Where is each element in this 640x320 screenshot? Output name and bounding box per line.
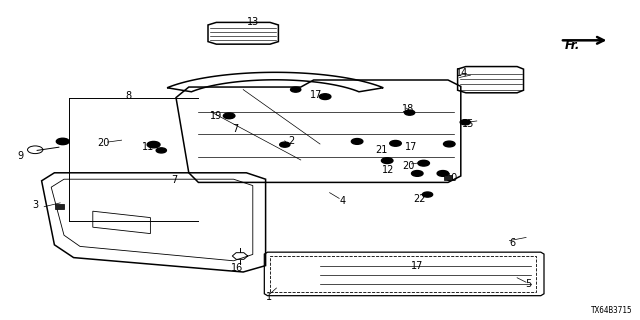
Text: 6: 6 — [509, 237, 515, 248]
Circle shape — [404, 110, 415, 115]
Text: 17: 17 — [404, 141, 417, 152]
Circle shape — [56, 138, 69, 145]
Circle shape — [351, 139, 363, 144]
Text: 5: 5 — [525, 279, 532, 289]
Circle shape — [381, 158, 393, 164]
Text: 8: 8 — [125, 91, 131, 101]
Text: 11: 11 — [142, 141, 155, 152]
Text: 13: 13 — [247, 17, 260, 27]
Circle shape — [280, 142, 290, 147]
Circle shape — [460, 120, 470, 125]
Text: 2: 2 — [289, 136, 295, 147]
Circle shape — [444, 141, 455, 147]
Text: 17: 17 — [310, 90, 323, 100]
Circle shape — [418, 160, 429, 166]
Text: 9: 9 — [17, 151, 24, 161]
Circle shape — [437, 171, 449, 176]
Circle shape — [223, 113, 235, 119]
Circle shape — [319, 94, 331, 100]
Text: 3: 3 — [33, 200, 39, 211]
Text: 22: 22 — [413, 194, 426, 204]
Circle shape — [147, 141, 160, 148]
Text: 14: 14 — [456, 68, 468, 78]
Circle shape — [422, 192, 433, 197]
Text: 20: 20 — [97, 138, 110, 148]
Text: 15: 15 — [462, 119, 475, 129]
Text: 16: 16 — [230, 263, 243, 273]
Bar — [55, 204, 64, 209]
Text: 20: 20 — [402, 161, 415, 171]
Circle shape — [390, 140, 401, 146]
Text: 18: 18 — [402, 104, 415, 115]
Text: TX64B3715: TX64B3715 — [591, 306, 632, 315]
Bar — [444, 175, 452, 180]
Text: 12: 12 — [381, 165, 394, 175]
Text: 17: 17 — [411, 261, 424, 271]
Text: 7: 7 — [171, 175, 177, 185]
Text: 4: 4 — [340, 196, 346, 206]
Text: 10: 10 — [445, 173, 458, 183]
Text: 21: 21 — [375, 145, 388, 155]
Circle shape — [291, 87, 301, 92]
Text: 19: 19 — [210, 111, 223, 121]
Text: 7: 7 — [232, 124, 239, 134]
Circle shape — [412, 171, 423, 176]
Text: 1: 1 — [266, 292, 272, 302]
Circle shape — [156, 148, 166, 153]
Text: Fr.: Fr. — [565, 39, 580, 52]
